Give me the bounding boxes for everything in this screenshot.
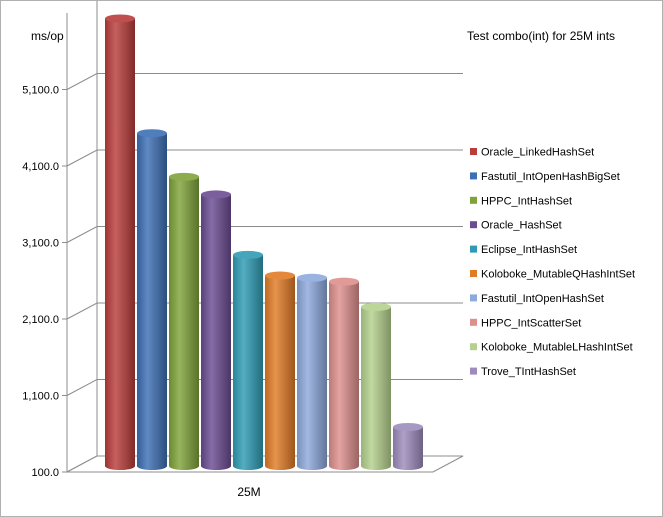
legend-label: Koloboke_MutableQHashIntSet [481, 269, 635, 281]
back-wall-left [67, 1, 97, 472]
legend-item: HPPC_IntHashSet [470, 195, 572, 207]
legend-swatch [470, 221, 477, 228]
bar-body [265, 276, 295, 470]
legend-label: Fastutil_IntOpenHashSet [481, 293, 604, 305]
bar-HPPC_IntScatterSet [329, 278, 359, 470]
legend-swatch [470, 368, 477, 375]
legend: Oracle_LinkedHashSet Fastutil_IntOpenHash… [470, 147, 635, 379]
legend-item: Oracle_HashSet [470, 220, 562, 232]
legend-label: HPPC_IntHashSet [481, 195, 572, 207]
legend-label: HPPC_IntScatterSet [481, 317, 581, 329]
bar-body [233, 255, 263, 470]
bar-body [201, 194, 231, 470]
legend-swatch [470, 270, 477, 277]
bar-top [105, 14, 135, 22]
bar-top [361, 303, 391, 311]
legend-swatch [470, 343, 477, 350]
bar-top [297, 274, 327, 282]
bar-body [137, 133, 167, 470]
bar-Koloboke_MutableLHashIntSet [361, 303, 391, 470]
bar-Oracle_HashSet [201, 190, 231, 470]
bar-Trove_TIntHashSet [393, 423, 423, 470]
legend-item: Fastutil_IntOpenHashBigSet [470, 171, 620, 183]
bar-top [137, 129, 167, 137]
bar-body [297, 278, 327, 470]
bar-top [265, 272, 295, 280]
legend-swatch [470, 319, 477, 326]
bar-HPPC_IntHashSet [169, 173, 199, 470]
bar-Oracle_LinkedHashSet [105, 14, 135, 470]
x-category-label: 25M [237, 485, 260, 499]
legend-item: Koloboke_MutableQHashIntSet [470, 269, 635, 281]
bar-body [105, 18, 135, 470]
bar-top [233, 251, 263, 259]
legend-item: Fastutil_IntOpenHashSet [470, 293, 604, 305]
bar-body [169, 177, 199, 470]
legend-item: HPPC_IntScatterSet [470, 317, 581, 329]
bar-top [329, 278, 359, 286]
legend-label: Oracle_HashSet [481, 220, 562, 232]
bar-top [393, 423, 423, 431]
legend-item: Koloboke_MutableLHashIntSet [470, 342, 633, 354]
bar-body [393, 427, 423, 470]
y-tick-label: 2,100.0 [22, 314, 59, 326]
bar-series [105, 14, 423, 470]
bar-top [201, 190, 231, 198]
y-tick-label: 5,100.0 [22, 85, 59, 97]
y-tick-label: 4,100.0 [22, 161, 59, 173]
legend-swatch [470, 197, 477, 204]
legend-item: Eclipse_IntHashSet [470, 244, 577, 256]
legend-swatch [470, 172, 477, 179]
y-axis: 100.0 1,100.0 2,100.0 3,100.0 4,100.0 5,100.0 [22, 13, 67, 479]
legend-swatch [470, 294, 477, 301]
bar-Fastutil_IntOpenHashBigSet [137, 129, 167, 470]
bar-body [361, 307, 391, 470]
legend-swatch [470, 246, 477, 253]
bar-body [329, 282, 359, 470]
legend-item: Oracle_LinkedHashSet [470, 147, 594, 159]
legend-label: Trove_TIntHashSet [481, 366, 576, 378]
y-axis-label: ms/op [31, 29, 64, 43]
y-tick-label: 1,100.0 [22, 391, 59, 403]
legend-label: Koloboke_MutableLHashIntSet [481, 342, 633, 354]
legend-item: Trove_TIntHashSet [470, 366, 576, 378]
bar-Eclipse_IntHashSet [233, 251, 263, 470]
legend-swatch [470, 148, 477, 155]
bar-top [169, 173, 199, 181]
bar-Fastutil_IntOpenHashSet [297, 274, 327, 470]
chart-title: Test combo(int) for 25M ints [467, 29, 615, 43]
y-tick-label: 3,100.0 [22, 238, 59, 250]
y-tick-label: 100.0 [31, 467, 59, 479]
legend-label: Eclipse_IntHashSet [481, 244, 577, 256]
bar-Koloboke_MutableQHashIntSet [265, 272, 295, 470]
legend-label: Oracle_LinkedHashSet [481, 147, 594, 159]
legend-label: Fastutil_IntOpenHashBigSet [481, 171, 620, 183]
